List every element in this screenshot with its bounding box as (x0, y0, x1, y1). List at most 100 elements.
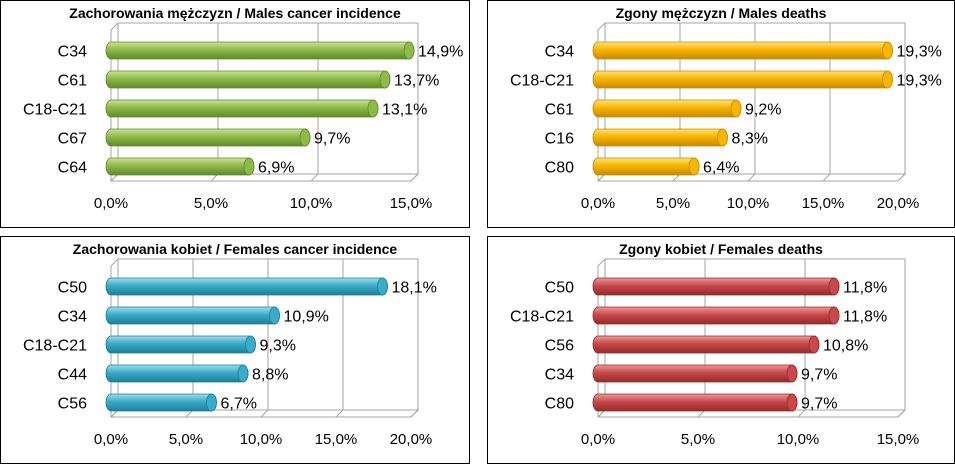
bar (105, 306, 280, 325)
x-tick-label: 15,0% (390, 195, 433, 212)
bar (592, 306, 840, 325)
x-tick-label: 10,0% (727, 195, 770, 212)
x-tick-label: 15,0% (315, 431, 358, 448)
bar (105, 277, 388, 296)
data-label: 6,9% (258, 160, 294, 177)
x-tick-label: 0,0% (581, 195, 615, 212)
gridline-depth (897, 173, 906, 182)
bar-cap (377, 277, 388, 296)
bar (105, 128, 311, 147)
x-tick-label: 10,0% (290, 195, 333, 212)
category-label: C56 (58, 396, 87, 413)
x-tick-label: 20,0% (877, 195, 920, 212)
x-tick-label: 20,0% (390, 431, 433, 448)
x-tick-label: 0,0% (94, 431, 128, 448)
gridline-depth (797, 409, 806, 418)
category-label: C34 (545, 44, 574, 61)
category-label: C18-C21 (510, 73, 574, 90)
plot-left-wall-top (110, 22, 119, 31)
chart-males-deaths: Zgony mężczyzn / Males deaths 0,0% 5,0% 10… (487, 0, 955, 228)
chart-title: Zgony kobiet / Females deaths (619, 241, 823, 257)
bar-cap (828, 306, 840, 325)
bar (592, 99, 742, 118)
data-label: 18,1% (392, 280, 437, 297)
category-label: C34 (58, 309, 87, 326)
bar-cap (828, 277, 840, 296)
bar (592, 41, 893, 60)
gridline-depth (747, 173, 756, 182)
plot-left-wall-top (597, 22, 606, 31)
x-tick-label: 10,0% (240, 431, 283, 448)
category-label: C56 (545, 338, 574, 355)
category-label: C67 (58, 131, 87, 148)
bar-cap (245, 335, 256, 354)
category-label: C61 (58, 73, 87, 90)
bar (592, 393, 798, 412)
bar-cap (206, 393, 217, 412)
chart-females-deaths: Zgony kobiet / Females deaths 0,0% 5,0% 10… (487, 236, 955, 464)
chart-females-incidence: Zachorowania kobiet / Females cancer inc… (0, 236, 470, 464)
data-label: 10,9% (284, 309, 329, 326)
bar (105, 393, 217, 412)
chart-title: Zachorowania kobiet / Females cancer inc… (72, 241, 398, 257)
chart-title: Zgony mężczyzn / Males deaths (615, 5, 827, 21)
x-tick-label: 5,0% (169, 431, 203, 448)
data-label: 13,1% (382, 102, 427, 119)
bar-cap (237, 364, 249, 383)
data-label: 19,3% (897, 44, 942, 61)
data-label: 11,8% (843, 280, 887, 297)
chart-plot: 0,0% 5,0% 10,0% 15,0% C34 14,9% C61 13,7% C18-C2… (23, 22, 463, 212)
data-label: 11,8% (843, 309, 887, 326)
x-tick-label: 5,0% (681, 431, 715, 448)
data-label: 8,8% (252, 367, 288, 384)
bar-cap (379, 70, 391, 89)
bar-cap (717, 128, 728, 147)
bar (105, 335, 256, 354)
category-label: C44 (58, 367, 87, 384)
bar-cap (882, 70, 893, 89)
category-label: C50 (58, 280, 87, 297)
data-label: 9,7% (801, 396, 837, 413)
data-label: 6,4% (703, 160, 739, 177)
x-tick-label: 0,0% (581, 431, 615, 448)
category-label: C34 (545, 367, 574, 384)
category-label: C50 (545, 280, 574, 297)
bar-cap (688, 157, 700, 176)
category-label: C18-C21 (23, 102, 87, 119)
gridline-depth (310, 173, 319, 182)
gridline-depth (897, 409, 906, 418)
bar-cap (269, 306, 280, 325)
data-label: 13,7% (394, 73, 439, 90)
chart-plot: 0,0% 5,0% 10,0% 15,0% C50 11,8% C18-C21 11,8% C5… (510, 258, 920, 448)
bar-cap (367, 99, 379, 118)
data-label: 6,7% (221, 396, 257, 413)
bar (592, 364, 798, 383)
data-label: 9,2% (745, 102, 781, 119)
bar (105, 364, 249, 383)
x-tick-label: 0,0% (94, 195, 128, 212)
data-label: 9,7% (314, 131, 350, 148)
bar (592, 157, 700, 176)
bar (592, 277, 840, 296)
plot-left-wall-top (597, 258, 606, 267)
category-label: C18-C21 (510, 309, 574, 326)
bar (105, 41, 415, 60)
bar-cap (808, 335, 820, 354)
category-label: C80 (545, 160, 574, 177)
data-label: 10,8% (823, 338, 868, 355)
data-label: 14,9% (418, 44, 463, 61)
bar (592, 70, 893, 89)
bar-cap (882, 41, 893, 60)
chart-plot: 0,0% 5,0% 10,0% 15,0% 20,0% C50 18,1% C34 10,9% C… (23, 258, 437, 448)
category-label: C80 (545, 396, 574, 413)
plot-left-wall-top (110, 258, 119, 267)
bar-cap (299, 128, 311, 147)
x-tick-label: 5,0% (194, 195, 228, 212)
x-tick-label: 5,0% (656, 195, 690, 212)
category-label: C61 (545, 102, 574, 119)
category-label: C16 (545, 131, 574, 148)
bar (105, 157, 255, 176)
gridline-depth (822, 173, 831, 182)
bar-cap (403, 41, 415, 60)
x-tick-label: 15,0% (877, 431, 920, 448)
